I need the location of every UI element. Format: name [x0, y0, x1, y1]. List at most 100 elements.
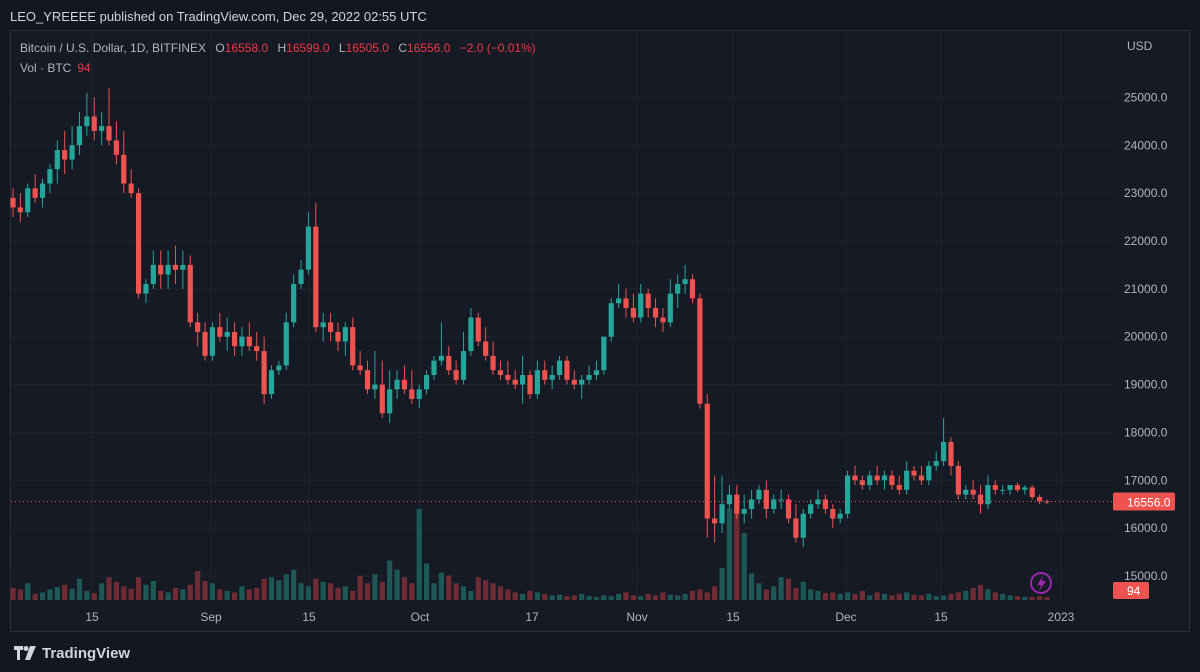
- candle-body: [490, 355, 496, 371]
- candle-body: [32, 188, 38, 198]
- volume-bar: [630, 595, 636, 600]
- x-tick-label: Dec: [835, 610, 856, 624]
- volume-bar: [697, 589, 703, 600]
- candle-body: [756, 489, 762, 500]
- candle-body: [224, 331, 230, 337]
- y-tick-label: 20000.0: [1124, 330, 1168, 344]
- volume-bar: [505, 589, 511, 600]
- volume-bar: [231, 592, 238, 600]
- volume-bar: [808, 589, 814, 600]
- candle-body: [534, 370, 540, 395]
- candle-body: [357, 365, 363, 371]
- volume-bar: [682, 593, 688, 600]
- volume-bar: [638, 596, 644, 600]
- volume-bar: [793, 587, 799, 600]
- volume-bar: [39, 592, 46, 600]
- volume-bar: [593, 596, 600, 600]
- volume-bar: [298, 583, 304, 600]
- volume-bar: [911, 594, 917, 600]
- last-volume-label: 94: [1127, 584, 1141, 598]
- candle-body: [859, 480, 865, 486]
- candle-body: [667, 293, 673, 323]
- volume-bar: [771, 586, 777, 600]
- close-value: 16556.0: [406, 41, 451, 55]
- volume-bar: [985, 589, 991, 600]
- x-tick-label: Nov: [626, 610, 647, 624]
- volume-bar: [1014, 596, 1021, 600]
- volume-bar: [291, 569, 297, 600]
- last-volume-badge: [1113, 582, 1149, 599]
- volume-bar: [62, 584, 68, 600]
- candle-body: [379, 384, 385, 414]
- volume-bar: [187, 584, 193, 600]
- candle-body: [217, 327, 223, 337]
- x-tick-label: 15: [85, 610, 99, 624]
- volume-bar: [955, 592, 961, 600]
- candle-body: [542, 370, 548, 380]
- candle-body: [822, 499, 829, 509]
- candle-body: [682, 279, 688, 285]
- tradingview-footer[interactable]: TradingView: [14, 644, 130, 662]
- candle-body: [113, 140, 119, 155]
- candle-body: [785, 499, 792, 519]
- volume-bar: [150, 581, 156, 600]
- volume-bar: [815, 590, 821, 600]
- volume-bar: [276, 580, 282, 600]
- volume-bar: [195, 571, 201, 600]
- candle-body: [69, 145, 75, 160]
- volume-bar: [47, 589, 53, 600]
- volume-bar: [704, 592, 710, 600]
- volume-bar: [342, 586, 348, 600]
- volume-label: Vol · BTC: [20, 61, 72, 75]
- candle-body: [195, 322, 201, 332]
- candle-body: [741, 508, 747, 514]
- candle-body: [431, 360, 437, 375]
- candle-body: [564, 360, 570, 380]
- volume-bar: [601, 595, 607, 600]
- volume-bar: [135, 577, 142, 600]
- volume-bar: [217, 589, 223, 600]
- candle-body: [364, 370, 371, 390]
- candle-body: [401, 379, 408, 390]
- volume-bar: [822, 593, 829, 600]
- candle-body: [291, 284, 297, 323]
- volume-bar: [926, 593, 932, 600]
- candle-body: [852, 475, 858, 481]
- volume-bar: [446, 575, 452, 600]
- y-tick-label: 16000.0: [1124, 521, 1168, 535]
- volume-bar: [320, 581, 326, 600]
- candle-body: [867, 475, 873, 486]
- candle-body: [25, 188, 31, 213]
- volume-bar: [483, 580, 489, 600]
- volume-bar: [608, 596, 614, 600]
- volume-bar: [874, 592, 880, 600]
- candle-body: [505, 374, 511, 380]
- candle-body: [246, 336, 252, 347]
- symbol-title: Bitcoin / U.S. Dollar, 1D, BITFINEX: [20, 41, 207, 55]
- candle-body: [446, 355, 452, 371]
- open-value: 16558.0: [224, 41, 269, 55]
- currency-label: USD: [1127, 39, 1153, 53]
- volume-bar: [837, 593, 843, 600]
- lightning-icon-circle: [1030, 572, 1052, 594]
- volume-bar: [623, 592, 629, 600]
- candle-body: [512, 379, 518, 385]
- volume-bar: [549, 595, 555, 600]
- candle-body: [1022, 487, 1028, 490]
- candle-body: [17, 207, 23, 213]
- volume-bar: [660, 592, 666, 600]
- volume-bar: [616, 593, 622, 600]
- volume-bar: [401, 577, 408, 600]
- candle-body: [438, 355, 444, 361]
- open-label: O: [215, 41, 225, 55]
- volume-bar: [224, 590, 230, 600]
- last-price-badge: [1113, 492, 1175, 511]
- candle-body: [254, 346, 260, 352]
- volume-bar: [69, 588, 75, 600]
- publisher-header: LEO_YREEEE published on TradingView.com,…: [10, 9, 427, 24]
- last-price-label: 16556.0: [1127, 496, 1171, 510]
- volume-bar: [350, 590, 356, 600]
- candle-body: [963, 489, 969, 495]
- volume-bar: [933, 596, 939, 600]
